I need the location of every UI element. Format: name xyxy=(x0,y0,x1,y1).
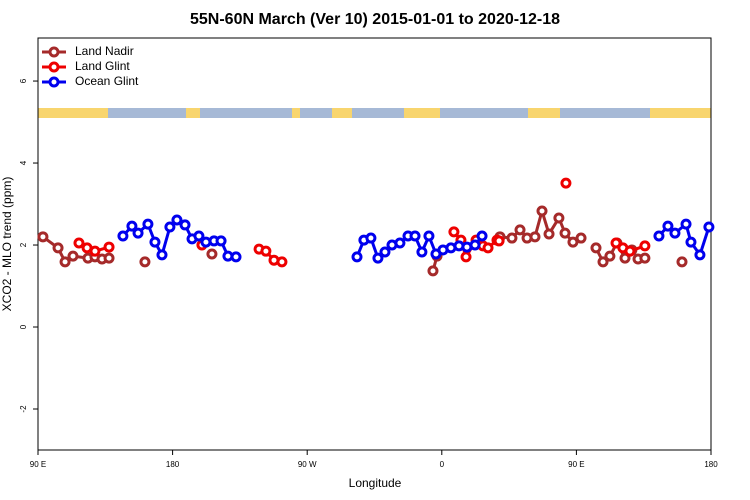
data-point xyxy=(37,231,49,243)
x-tick-label: 90 W xyxy=(298,460,317,469)
data-point xyxy=(67,250,79,262)
data-point xyxy=(560,177,572,189)
y-axis-label: XCO2 - MLO trend (ppm) xyxy=(0,177,14,312)
data-point xyxy=(590,242,602,254)
data-point xyxy=(694,249,706,261)
y-tick-label: 4 xyxy=(19,160,28,165)
y-tick-label: 2 xyxy=(19,242,28,247)
data-point xyxy=(685,236,697,248)
data-point xyxy=(142,218,154,230)
data-point xyxy=(215,235,227,247)
data-point xyxy=(372,252,384,264)
data-point xyxy=(610,237,622,249)
x-tick-label: 180 xyxy=(166,460,180,469)
y-tick-label: -2 xyxy=(19,405,28,413)
data-point xyxy=(639,240,651,252)
data-point xyxy=(171,214,183,226)
x-tick-label: 180 xyxy=(704,460,718,469)
data-point xyxy=(139,256,151,268)
data-point xyxy=(103,241,115,253)
x-tick-label: 90 E xyxy=(568,460,584,469)
data-point xyxy=(482,242,494,254)
data-point xyxy=(575,232,587,244)
data-point xyxy=(416,246,428,258)
legend-label: Land Glint xyxy=(75,59,130,73)
plot-frame xyxy=(37,37,712,451)
data-point xyxy=(423,230,435,242)
data-point xyxy=(156,249,168,261)
data-point xyxy=(669,227,681,239)
data-point xyxy=(567,236,579,248)
data-point xyxy=(276,256,288,268)
data-point xyxy=(365,232,377,244)
data-point xyxy=(662,220,674,232)
data-point xyxy=(559,227,571,239)
data-point xyxy=(604,250,616,262)
chart-title: 55N-60N March (Ver 10) 2015-01-01 to 202… xyxy=(190,11,560,28)
data-point xyxy=(514,224,526,236)
y-tick-label: 0 xyxy=(19,324,28,329)
data-point xyxy=(597,256,609,268)
data-point xyxy=(624,245,636,257)
data-point xyxy=(460,251,472,263)
data-point xyxy=(126,220,138,232)
x-tick-label: 90 E xyxy=(30,460,46,469)
data-point xyxy=(536,205,548,217)
legend-marker xyxy=(48,76,60,88)
legend-marker xyxy=(48,46,60,58)
data-point xyxy=(59,256,71,268)
data-point xyxy=(639,252,651,264)
data-point xyxy=(103,252,115,264)
data-point xyxy=(89,245,101,257)
data-point xyxy=(703,221,715,233)
data-point xyxy=(179,219,191,231)
data-point xyxy=(409,230,421,242)
x-tick-label: 0 xyxy=(440,460,445,469)
data-point xyxy=(529,231,541,243)
data-point xyxy=(149,236,161,248)
data-point xyxy=(493,235,505,247)
data-point xyxy=(206,248,218,260)
legend-label: Ocean Glint xyxy=(75,74,139,88)
data-point xyxy=(164,221,176,233)
legend-label: Land Nadir xyxy=(75,44,134,58)
data-point xyxy=(506,232,518,244)
data-point xyxy=(676,256,688,268)
data-point xyxy=(448,226,460,238)
data-point xyxy=(553,212,565,224)
data-point xyxy=(394,237,406,249)
data-point xyxy=(680,218,692,230)
data-point xyxy=(653,230,665,242)
data-point xyxy=(543,228,555,240)
legend-marker xyxy=(48,61,60,73)
data-point xyxy=(476,230,488,242)
data-point xyxy=(73,237,85,249)
map-strip xyxy=(38,108,711,118)
data-point xyxy=(379,246,391,258)
data-point xyxy=(193,230,205,242)
data-point xyxy=(351,251,363,263)
data-point xyxy=(117,230,129,242)
data-point xyxy=(469,239,481,251)
data-point xyxy=(132,227,144,239)
y-tick-label: 6 xyxy=(19,78,28,83)
data-point xyxy=(52,242,64,254)
data-point xyxy=(619,252,631,264)
data-point xyxy=(427,265,439,277)
data-point xyxy=(260,245,272,257)
data-point xyxy=(230,251,242,263)
x-axis-label: Longitude xyxy=(349,476,402,490)
